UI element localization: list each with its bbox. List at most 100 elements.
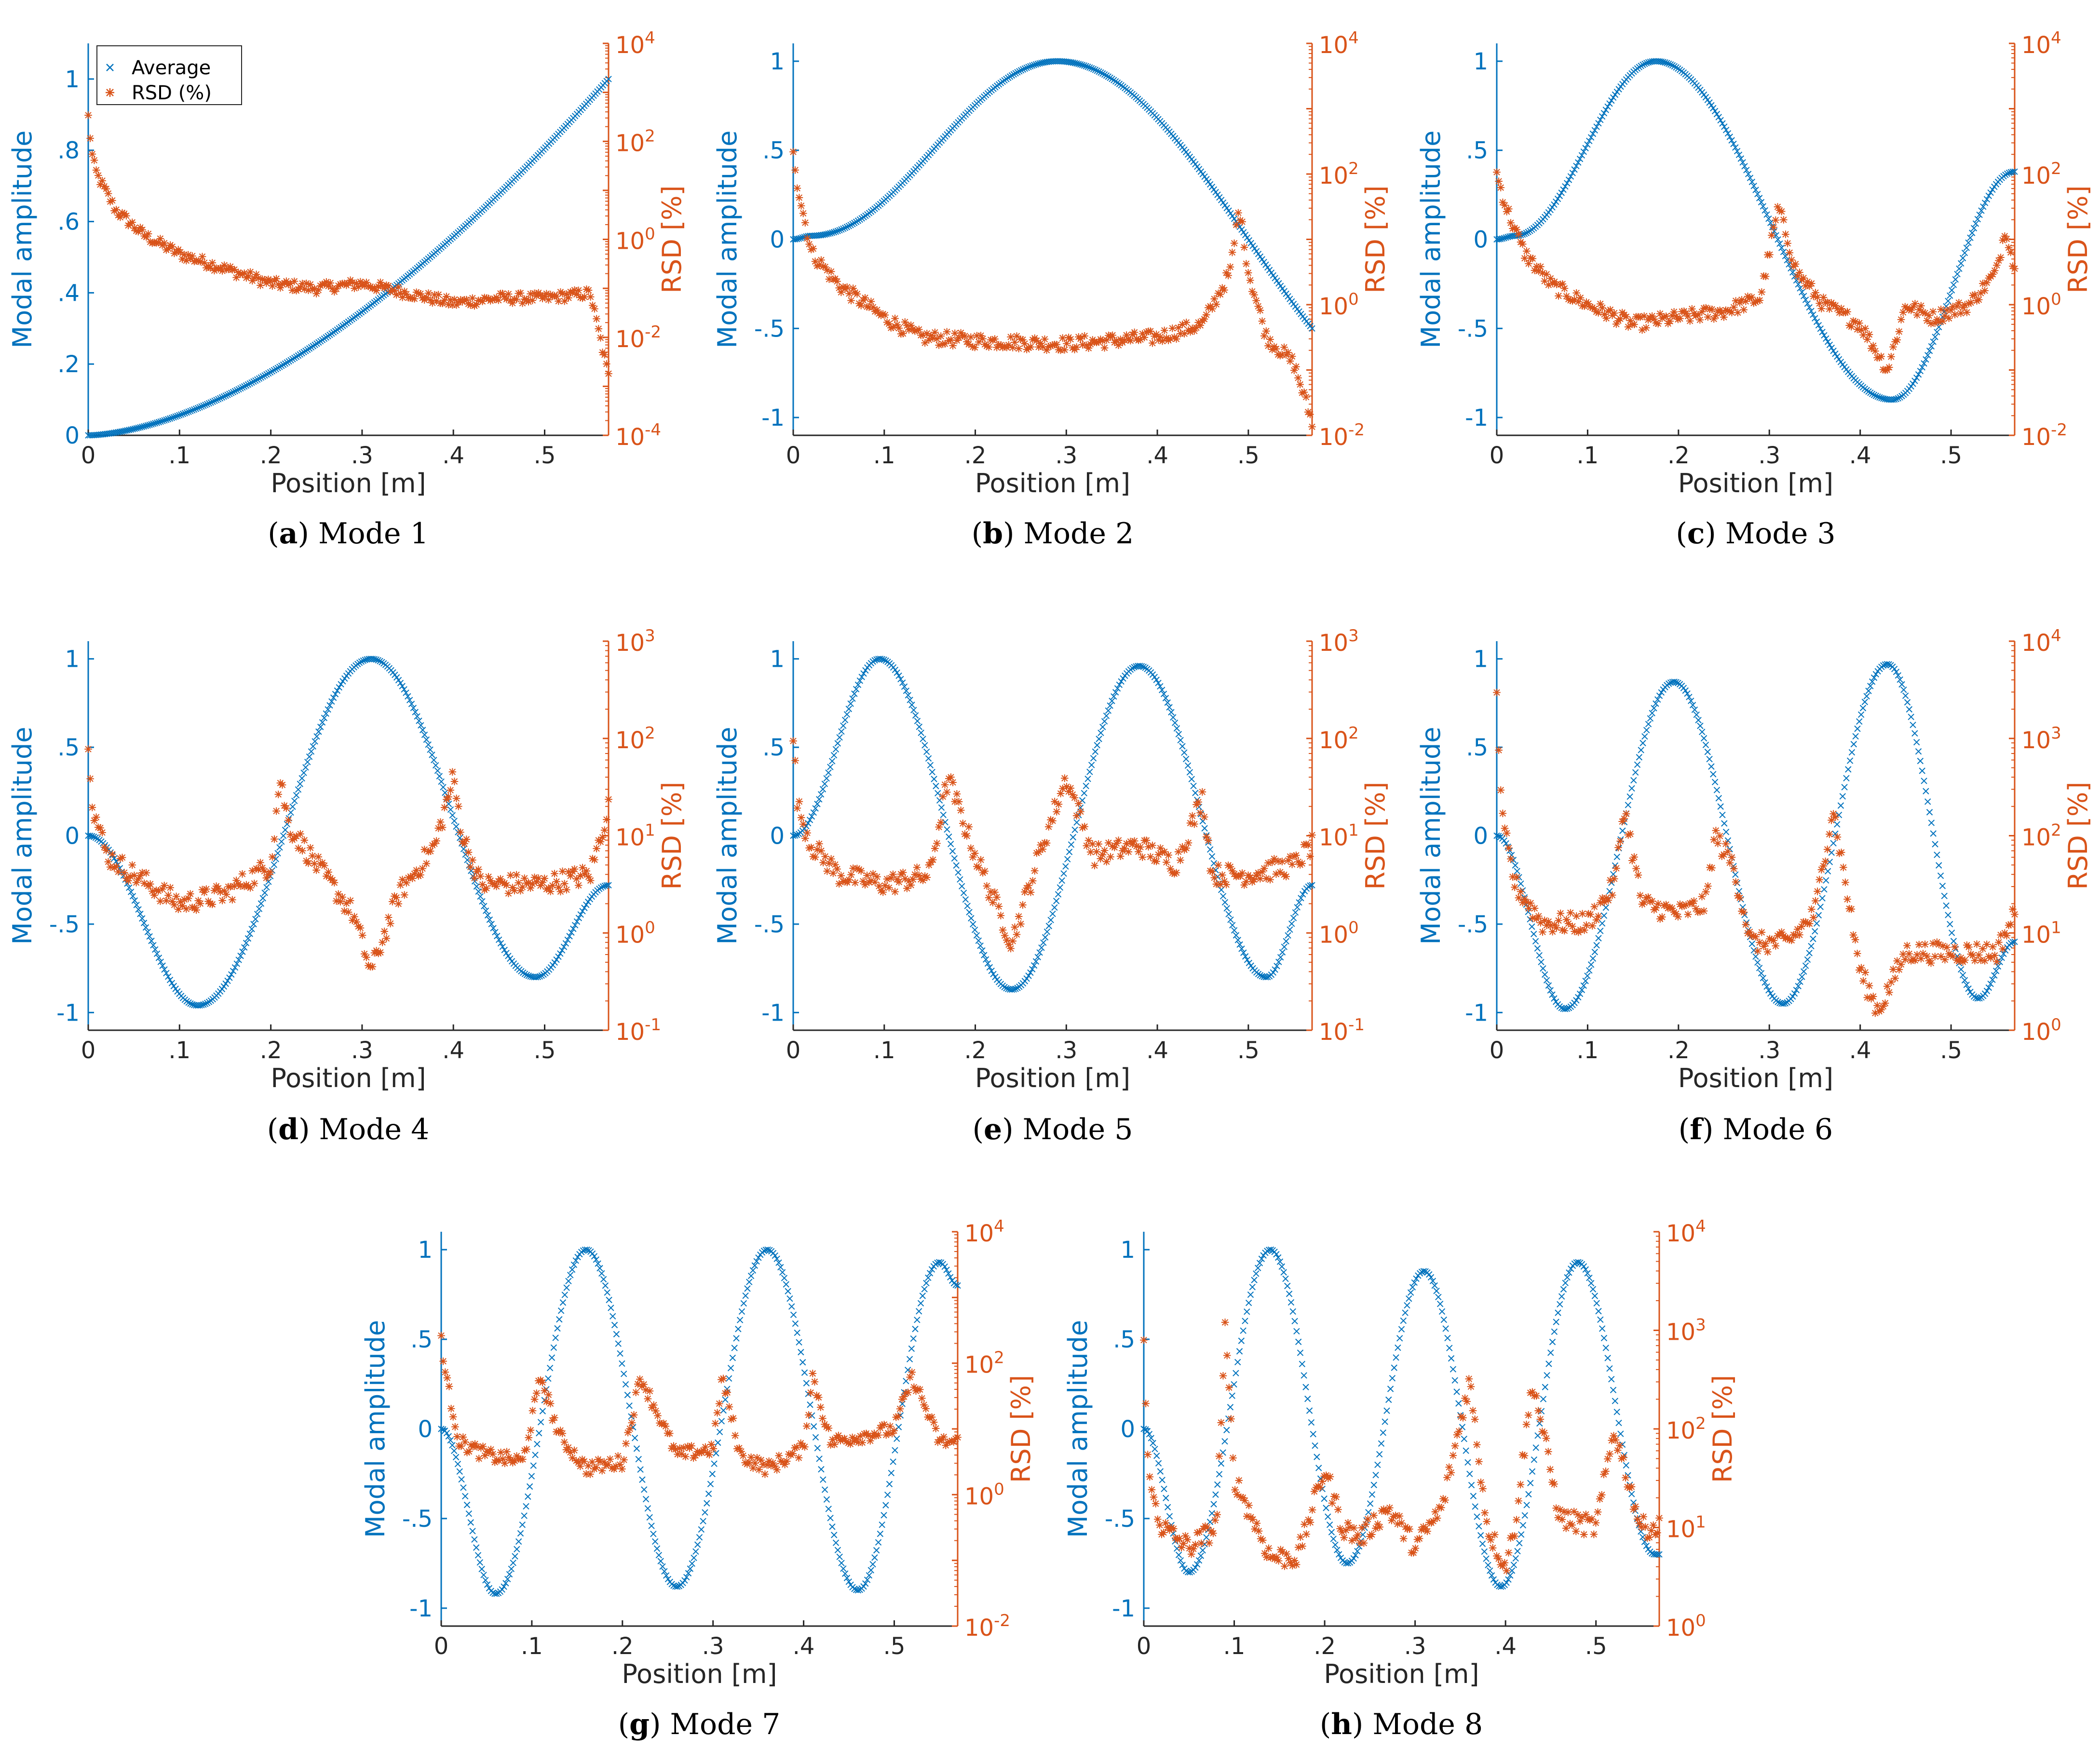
rsd-point (1354, 1531, 1362, 1539)
rsd-point (1125, 336, 1133, 344)
rsd-point (827, 855, 835, 863)
chart-panel-d: 0.1.2.3.4.5-1-.50.5110-1100101102103Posi… (7, 626, 687, 1146)
rsd-point (1515, 894, 1523, 902)
rsd-point (1033, 336, 1041, 345)
rsd-point (1063, 339, 1070, 348)
average-point (467, 1519, 474, 1526)
average-point (785, 1288, 791, 1295)
average-point (1210, 1501, 1217, 1507)
rsd-point (440, 804, 448, 811)
average-point (1710, 105, 1717, 112)
rsd-point (803, 234, 811, 242)
rsd-point (1761, 272, 1770, 281)
rsd-point (337, 280, 344, 288)
y2-tick-label: 103 (615, 626, 655, 657)
rsd-point (208, 259, 217, 267)
rsd-point (551, 1414, 558, 1422)
average-point (1468, 1481, 1475, 1489)
average-point (1190, 782, 1197, 790)
rsd-point (809, 1370, 817, 1377)
rsd-point (813, 262, 821, 270)
average-point (820, 1476, 826, 1483)
series-average (1493, 661, 2018, 1012)
average-point (810, 1423, 817, 1430)
y-tick-label: 0 (65, 422, 80, 449)
average-point (1606, 1365, 1613, 1372)
rsd-point (1015, 913, 1023, 920)
rsd-point (1015, 345, 1023, 352)
average-point (1910, 380, 1916, 387)
average-point (510, 1560, 516, 1566)
rsd-point (325, 282, 332, 290)
rsd-point (439, 1357, 447, 1365)
rsd-point (930, 1418, 938, 1426)
rsd-point (384, 914, 393, 921)
rsd-point (1507, 855, 1515, 863)
rsd-point (1086, 340, 1095, 348)
average-point (1540, 1396, 1547, 1402)
average-point (280, 832, 287, 839)
average-point (263, 884, 270, 891)
average-point (469, 1528, 476, 1534)
average-point (1312, 1442, 1318, 1449)
average-point (1630, 777, 1637, 784)
average-point (1908, 713, 1914, 720)
average-point (1444, 1334, 1451, 1342)
rsd-point (1100, 847, 1109, 854)
rsd-point (513, 295, 520, 303)
average-point (1628, 1491, 1635, 1497)
average-point (1221, 899, 1229, 906)
average-point (598, 1270, 605, 1277)
average-point (825, 1506, 832, 1512)
rsd-point (1553, 924, 1560, 932)
average-point (973, 932, 980, 939)
average-point (917, 1300, 924, 1307)
average-point (1702, 741, 1709, 748)
rsd-point (1445, 1463, 1453, 1471)
rsd-point (833, 277, 841, 285)
rsd-point (1807, 280, 1815, 287)
average-point (639, 1476, 646, 1483)
rsd-point (1061, 346, 1069, 354)
rsd-point (1475, 1458, 1483, 1466)
y-axis-label: Modal amplitude (360, 1320, 391, 1538)
rsd-point (983, 342, 991, 350)
average-point (1711, 779, 1719, 785)
average-point (1153, 676, 1160, 683)
x-axis-label: Position [m] (271, 1063, 426, 1093)
average-point (781, 1275, 788, 1281)
rsd-point (464, 848, 473, 856)
rsd-point (448, 768, 457, 776)
rsd-point (1013, 930, 1021, 939)
average-point (1947, 292, 1953, 299)
rsd-point (1847, 905, 1856, 913)
average-point (276, 363, 283, 370)
average-point (1092, 67, 1099, 73)
average-point (478, 1565, 485, 1573)
rsd-point (2011, 910, 2019, 918)
rsd-point (1423, 1527, 1431, 1535)
rsd-point (1055, 800, 1063, 808)
rsd-point (1937, 305, 1945, 313)
rsd-point (1487, 1536, 1495, 1544)
rsd-point (1550, 1480, 1558, 1488)
average-point (718, 1418, 725, 1425)
average-point (259, 895, 266, 902)
average-point (338, 681, 344, 688)
rsd-point (1567, 909, 1574, 917)
average-point (1231, 1381, 1237, 1388)
rsd-point (1612, 864, 1620, 872)
rsd-point (1555, 916, 1562, 925)
rsd-point (262, 279, 271, 287)
y-axis-label: Modal amplitude (1416, 727, 1446, 944)
rsd-point (1973, 940, 1981, 948)
x-axis-label: Position [m] (271, 468, 426, 498)
average-point (436, 773, 443, 780)
average-point (1231, 927, 1238, 934)
rsd-point (445, 793, 452, 801)
average-point (525, 1493, 531, 1500)
rsd-point (1821, 857, 1829, 865)
rsd-point (1537, 263, 1545, 270)
average-point (248, 926, 255, 932)
rsd-point (1180, 330, 1188, 337)
